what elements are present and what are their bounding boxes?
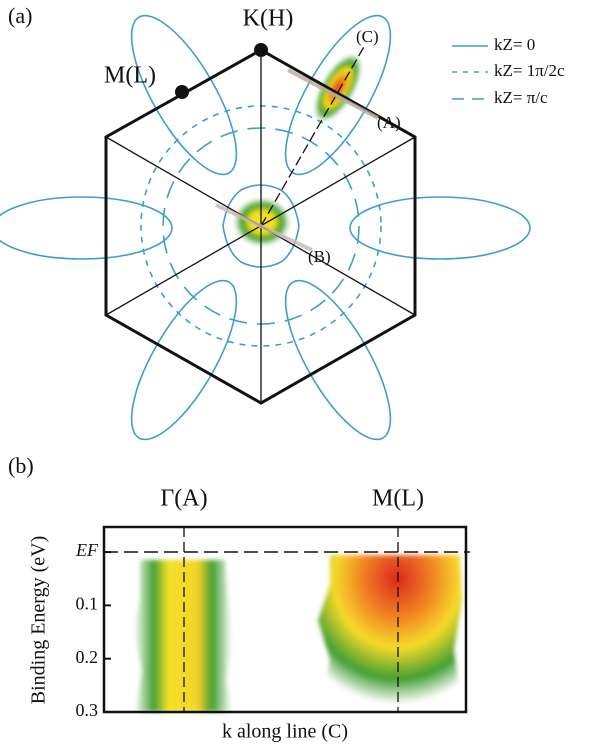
spectrum — [134, 555, 462, 712]
y-tick-label: 0.1 — [76, 593, 99, 613]
line-label: (A) — [377, 113, 401, 132]
x-label: Γ(A) — [160, 486, 207, 512]
k-point — [254, 43, 268, 57]
y-tick-label: 0.2 — [76, 647, 99, 667]
legend-label: kZ= π/c — [494, 88, 548, 107]
legend: kZ= 0 kZ= 1π/2c kZ= π/c — [452, 35, 565, 107]
figure: (a) K(H) M(L) (A) (B) (C) kZ= 0 kZ= 1π/2… — [0, 0, 592, 744]
line-label: (C) — [356, 27, 379, 46]
x-axis-label: k along line (C) — [222, 721, 348, 743]
legend-label: kZ= 1π/2c — [494, 61, 565, 80]
legend-label: kZ= 0 — [494, 35, 535, 54]
m-point — [175, 85, 189, 99]
panel-label: (b) — [8, 453, 34, 478]
point-label: K(H) — [243, 6, 294, 32]
x-label: M(L) — [372, 486, 424, 512]
y-tick-label: 0.3 — [76, 700, 99, 720]
y-axis-label: Binding Energy (eV) — [28, 536, 50, 705]
line-label: (B) — [308, 247, 331, 266]
panel-label: (a) — [8, 3, 32, 28]
point-label: M(L) — [104, 63, 156, 89]
y-tick-label: EF — [75, 540, 99, 560]
